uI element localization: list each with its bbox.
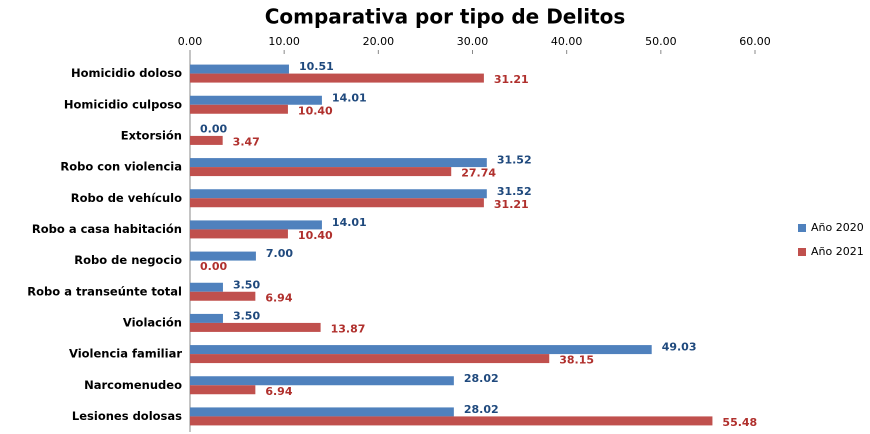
legend-label: Año 2021 [811,245,864,258]
category-label: Extorsión [121,128,182,142]
value-label: 3.50 [233,278,260,291]
bar [190,158,487,168]
value-label: 3.47 [233,135,260,148]
x-tick-label: 60.00 [739,35,771,48]
category-label: Homicidio culposo [64,97,182,111]
value-label: 3.50 [233,309,260,322]
bar [190,198,484,208]
value-label: 0.00 [200,260,227,273]
value-label: 0.00 [200,122,227,135]
bar [190,167,452,177]
chart-title: Comparativa por tipo de Delitos [265,5,626,29]
category-label: Robo de vehículo [71,191,182,205]
value-label: 31.21 [494,198,529,211]
bar [190,291,256,301]
bar [190,73,484,83]
bar [190,189,487,199]
value-label: 31.21 [494,73,529,86]
x-tick-label: 30.00 [457,35,489,48]
value-label: 6.94 [265,385,292,398]
bar [190,104,288,114]
value-label: 10.51 [299,60,334,73]
value-label: 31.52 [497,154,532,167]
x-tick-label: 0.00 [178,35,203,48]
value-label: 28.02 [464,403,499,416]
x-tick-label: 50.00 [645,35,677,48]
category-label: Robo de negocio [74,253,182,267]
value-label: 10.40 [298,104,333,117]
bar [190,407,454,417]
bar [190,322,321,332]
category-label: Narcomenudeo [84,378,182,392]
bar [190,345,652,355]
bar [190,64,289,74]
legend-swatch [798,248,806,256]
category-label: Homicidio doloso [71,66,182,80]
value-label: 10.40 [298,229,333,242]
category-label: Violación [123,315,182,329]
category-label: Robo con violencia [60,160,182,174]
legend-label: Año 2020 [811,221,864,234]
category-label: Robo a casa habitación [32,222,182,236]
category-label: Violencia familiar [69,347,182,361]
value-label: 14.01 [332,91,367,104]
value-label: 55.48 [722,416,757,429]
bar [190,376,454,386]
bar [190,416,713,426]
value-label: 27.74 [461,167,496,180]
value-label: 7.00 [266,247,293,260]
bar [190,229,288,239]
category-label: Robo a transeúnte total [27,284,182,298]
x-tick-label: 40.00 [551,35,583,48]
bar [190,282,223,292]
category-label: Lesiones dolosas [72,409,182,423]
value-label: 49.03 [662,341,697,354]
bar [190,354,550,364]
bar [190,385,256,395]
bar [190,135,223,145]
value-label: 31.52 [497,185,532,198]
value-label: 13.87 [331,322,366,335]
bar [190,313,223,323]
x-tick-label: 20.00 [363,35,395,48]
value-label: 28.02 [464,372,499,385]
value-label: 38.15 [559,354,594,367]
value-label: 14.01 [332,216,367,229]
x-tick-label: 10.00 [268,35,300,48]
legend-swatch [798,224,806,232]
bar [190,220,322,230]
value-label: 6.94 [265,291,292,304]
bar [190,251,256,261]
bar [190,95,322,105]
